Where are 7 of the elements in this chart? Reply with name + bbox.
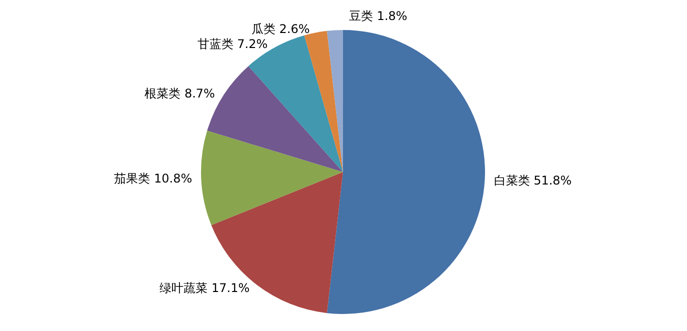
slice-label: 茄果类 10.8% — [114, 171, 192, 186]
slice-label: 豆类 1.8% — [349, 9, 408, 23]
slice-label: 绿叶蔬菜 17.1% — [160, 281, 250, 296]
slice-label: 白菜类 51.8% — [494, 173, 572, 188]
slice-label: 瓜类 2.6% — [251, 22, 310, 36]
slice-label: 根菜类 8.7% — [144, 86, 215, 100]
slice-label: 甘蓝类 7.2% — [197, 37, 268, 52]
